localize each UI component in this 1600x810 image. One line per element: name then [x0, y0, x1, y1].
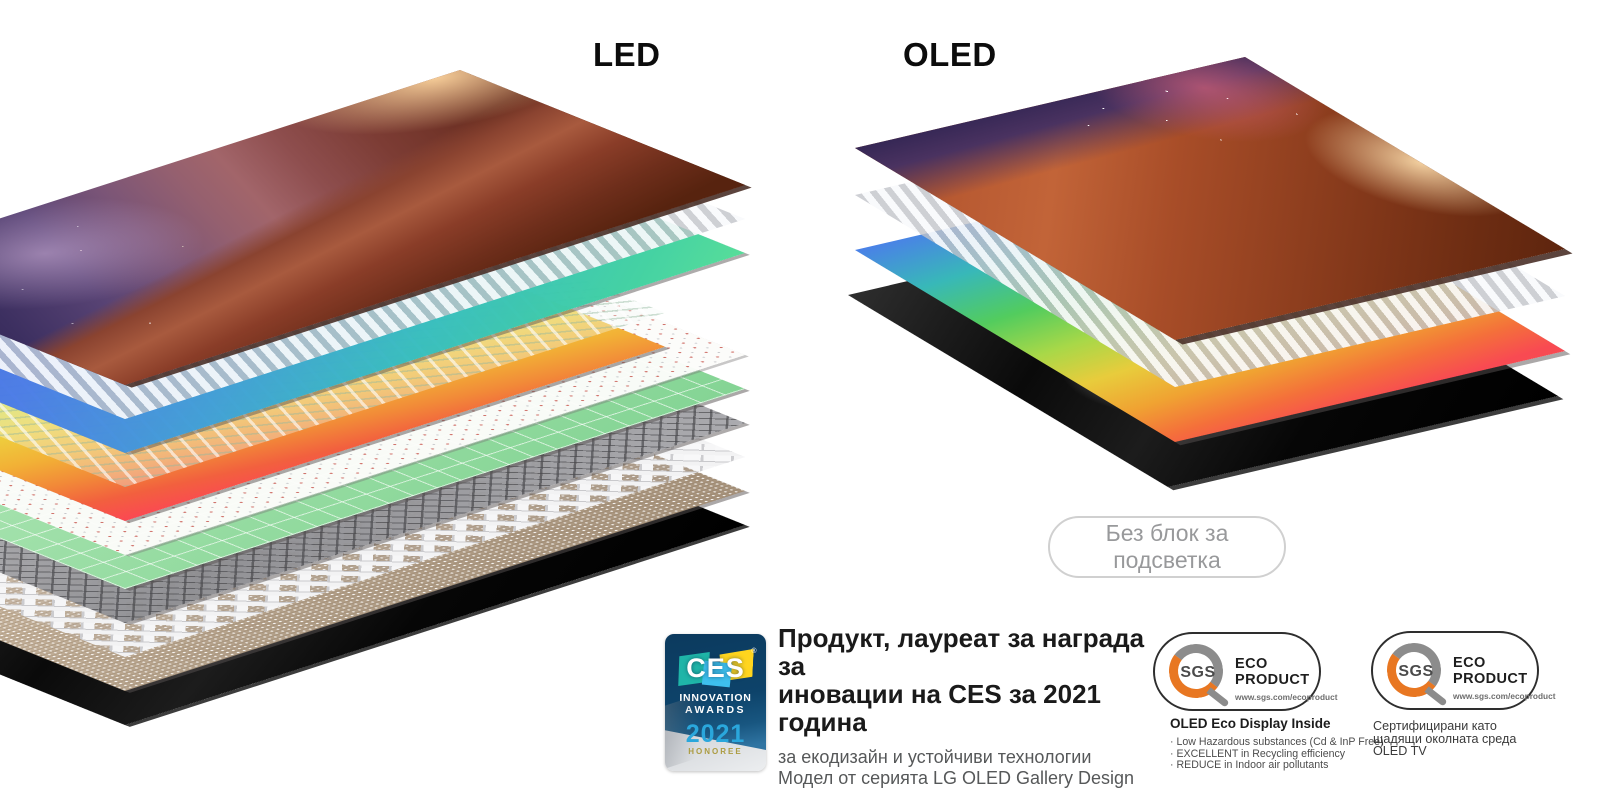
eco-product-label: ECO PRODUCT	[1235, 656, 1310, 688]
sgs-badge-right-labels: ECO PRODUCT www.sgs.com/ecoproduct	[1453, 655, 1556, 701]
sgs-url: www.sgs.com/ecoproduct	[1235, 692, 1338, 702]
ces-logo-text: CES	[686, 652, 745, 683]
certified-eco-friendly-text: Сертифицирани като щадящи околната среда…	[1373, 720, 1573, 758]
oled-eco-display-bullets: · Low Hazardous substances (Cd & InP Fre…	[1170, 736, 1400, 772]
award-title: Продукт, лауреат за награда за иновации …	[778, 624, 1158, 736]
sgs-logo-text: SGS	[1180, 664, 1216, 681]
sgs-url: www.sgs.com/ecoproduct	[1453, 691, 1556, 701]
led-label: LED	[593, 36, 661, 73]
award-title-line2: иновации на CES за 2021 година	[778, 679, 1102, 737]
sgs-logo: SGS	[1383, 639, 1448, 707]
eco-bullet-2: · EXCELLENT in Recycling efficiency	[1170, 747, 1346, 760]
sgs-eco-product-badge-left: SGS ECO PRODUCT www.sgs.com/ecoproduct	[1153, 632, 1338, 711]
oled-eco-display-heading: OLED Eco Display Inside	[1170, 716, 1331, 731]
callout-line2: подсветка	[1113, 547, 1221, 573]
ces-logo: CES ®	[677, 646, 757, 690]
award-subtitle-line2: Модел от серията LG OLED Gallery Design	[778, 768, 1135, 788]
sgs-logo-text: SGS	[1398, 663, 1434, 680]
award-title-line1: Продукт, лауреат за награда за	[778, 623, 1145, 681]
no-backlight-callout: Без блок за подсветка	[1048, 516, 1286, 578]
award-disclaimer: * Наградите за иновации на CES се опреде…	[778, 802, 1158, 810]
sgs-badge-left-labels: ECO PRODUCT www.sgs.com/ecoproduct	[1235, 656, 1338, 702]
oled-eco-display-text: OLED Eco Display Inside · Low Hazardous …	[1170, 716, 1400, 772]
oled-label: OLED	[903, 36, 997, 73]
ces-honoree: HONOREE	[688, 747, 743, 756]
ces-year: 2021	[685, 720, 746, 748]
certified-line2: щадящи околната среда	[1373, 731, 1517, 746]
eco-product-label: ECO PRODUCT	[1453, 655, 1528, 687]
award-subtitle: за екодизайн и устойчиви технологии Моде…	[778, 747, 1158, 789]
callout-line1: Без блок за	[1105, 520, 1229, 546]
award-text-block: Продукт, лауреат за награда за иновации …	[778, 624, 1158, 810]
eco-bullet-1: · Low Hazardous substances (Cd & InP Fre…	[1170, 736, 1384, 748]
ces-innovation-award-badge: CES ® INNOVATION AWARDS 2021 HONOREE	[665, 634, 766, 771]
ces-registered-mark: ®	[751, 648, 757, 655]
certified-line3: OLED TV	[1373, 744, 1427, 758]
certified-line1: Сертифицирани като	[1373, 719, 1497, 733]
eco-bullet-3: · REDUCE in Indoor air pollutants	[1170, 759, 1329, 772]
sgs-logo: SGS	[1165, 640, 1230, 708]
ces-badge-bottom: 2021 HONOREE	[665, 721, 766, 771]
sgs-eco-product-badge-right: SGS ECO PRODUCT www.sgs.com/ecoproduct	[1371, 631, 1556, 710]
award-subtitle-line1: за екодизайн и устойчиви технологии	[778, 747, 1092, 767]
